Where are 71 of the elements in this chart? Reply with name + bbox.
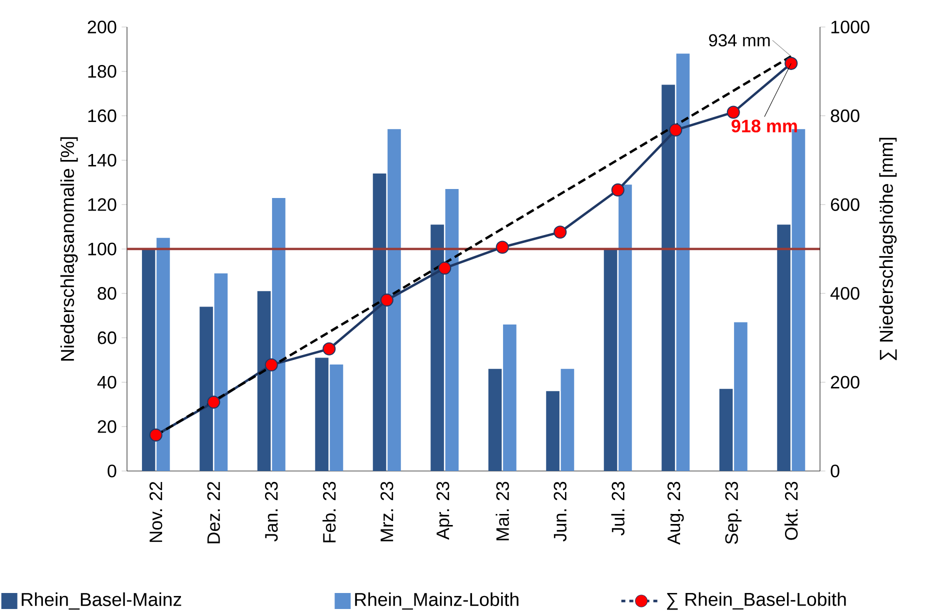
x-tick-label: Dez. 22: [207, 482, 220, 544]
bar: [272, 198, 286, 471]
annotation: 918 mm: [732, 120, 797, 132]
point: [149, 428, 162, 442]
y2-tick-label: 400: [830, 287, 860, 300]
y-axis-title: Niederschlagsanomalie [%]: [60, 137, 78, 361]
bar: [604, 249, 618, 471]
point: [380, 294, 394, 307]
y2-tick-label: 600: [830, 198, 860, 211]
bar: [503, 324, 516, 471]
point: [322, 342, 336, 356]
bar: [445, 189, 459, 471]
bar: [618, 184, 632, 471]
annotation: 934 mm: [709, 34, 770, 46]
point: [264, 358, 278, 372]
bar: [777, 224, 790, 471]
point: [496, 240, 509, 254]
legend-label: Rhein_Basel-Mainz: [22, 592, 182, 610]
y-tick-label: 80: [98, 287, 116, 300]
y-tick-label: 40: [97, 376, 116, 389]
y-tick-label: 0: [108, 464, 116, 478]
y2-tick-label: 200: [830, 376, 860, 389]
point: [554, 226, 567, 239]
bar: [676, 54, 690, 471]
x-tick-label: Jan. 23: [265, 482, 278, 542]
legend-label: ∑ Rhein_Basel-Lobith: [667, 592, 846, 610]
x-tick-label: Apr. 23: [436, 482, 453, 540]
y2-tick-label: 800: [830, 109, 860, 122]
point: [207, 396, 220, 409]
bar: [388, 129, 401, 471]
y-tick-label: 140: [88, 154, 116, 167]
y-tick-label: 160: [88, 109, 116, 122]
x-tick-label: Aug. 23: [667, 482, 684, 545]
point: [611, 183, 624, 196]
y-tick-label: 120: [88, 198, 116, 211]
bar: [257, 291, 271, 471]
point: [669, 123, 682, 137]
y-tick-label: 60: [98, 331, 116, 344]
point: [784, 56, 798, 70]
x-tick-label: Mrz. 23: [380, 482, 394, 542]
bar: [430, 224, 444, 471]
x-tick-label: Okt. 23: [784, 482, 798, 540]
bar: [200, 306, 213, 471]
y2-axis-title: ∑ Niederschlagshöhe [mm]: [879, 138, 897, 360]
x-tick-label: Sep. 23: [725, 482, 742, 544]
y-tick-label: 100: [88, 242, 116, 256]
bar: [546, 391, 560, 471]
bar: [142, 249, 156, 471]
y-tick-label: 180: [88, 65, 116, 78]
bar: [560, 368, 574, 471]
bar: [214, 273, 228, 471]
point: [438, 262, 452, 275]
bar: [315, 358, 328, 471]
y-tick-label: 200: [88, 20, 116, 34]
y-tick-label: 20: [98, 420, 116, 433]
x-tick-label: Jul. 23: [611, 482, 624, 536]
point: [726, 106, 740, 119]
bar: [156, 238, 170, 471]
bar: [330, 364, 344, 471]
bar: [372, 174, 386, 471]
x-tick-label: Mai. 23: [496, 482, 509, 540]
x-tick-label: Nov. 22: [150, 482, 162, 542]
bar: [734, 322, 748, 471]
legend-label: Rhein_Mainz-Lobith: [355, 592, 518, 610]
bar: [662, 84, 675, 471]
x-tick-label: Feb. 23: [322, 482, 336, 542]
bar: [719, 388, 733, 471]
bar: [488, 368, 502, 471]
y2-tick-label: 1000: [831, 20, 870, 34]
x-tick-label: Jun. 23: [554, 482, 566, 542]
y2-tick-label: 0: [830, 464, 840, 478]
